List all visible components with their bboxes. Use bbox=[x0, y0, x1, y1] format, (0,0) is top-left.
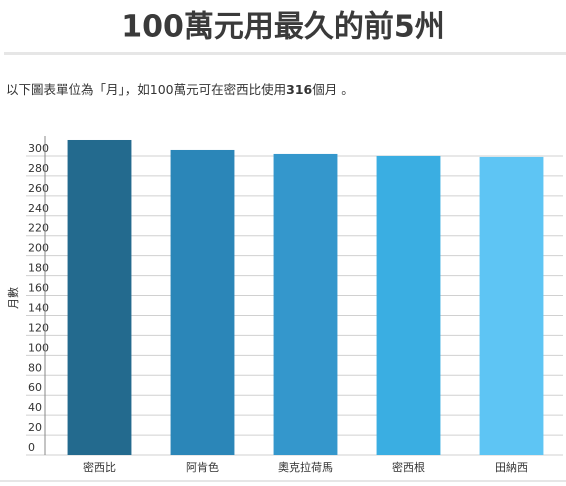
title-rule bbox=[4, 52, 566, 55]
y-tick-label: 100 bbox=[28, 341, 49, 354]
x-tick-label: 阿肯色 bbox=[186, 460, 219, 474]
x-tick-label: 密西比 bbox=[83, 460, 116, 474]
y-tick-label: 200 bbox=[28, 242, 49, 255]
y-tick-label: 40 bbox=[28, 401, 42, 414]
x-tick-label: 密西根 bbox=[392, 460, 425, 474]
x-tick-label: 田納西 bbox=[495, 461, 528, 474]
y-tick-label: 220 bbox=[28, 222, 49, 235]
chart-title: 100萬元用最久的前5州 bbox=[121, 10, 445, 45]
bar bbox=[376, 155, 441, 455]
bar bbox=[479, 156, 544, 455]
y-tick-label: 300 bbox=[28, 142, 49, 155]
y-tick-label: 160 bbox=[28, 282, 49, 295]
y-tick-label: 260 bbox=[28, 182, 49, 195]
y-tick-label: 60 bbox=[28, 381, 42, 394]
bar bbox=[170, 149, 235, 456]
y-tick-label: 80 bbox=[28, 361, 42, 374]
subtitle-part: 以下圖表單位為「月」，如100萬元可在密西比使用 bbox=[6, 82, 286, 97]
y-axis-label: 月數 bbox=[7, 287, 20, 309]
subtitle-part: 個月 。 bbox=[312, 82, 353, 97]
y-tick-label: 180 bbox=[28, 262, 49, 275]
subtitle-part: 316 bbox=[286, 82, 312, 97]
y-tick-label: 140 bbox=[28, 301, 49, 314]
y-tick-label: 120 bbox=[28, 321, 49, 334]
y-tick-label: 240 bbox=[28, 202, 49, 215]
y-tick-label: 0 bbox=[28, 441, 35, 454]
y-tick-label: 280 bbox=[28, 162, 49, 175]
bar bbox=[67, 139, 132, 456]
y-tick-label: 20 bbox=[28, 421, 42, 434]
x-tick-label: 奧克拉荷馬 bbox=[278, 460, 333, 474]
subtitle: 以下圖表單位為「月」，如100萬元可在密西比使用316個月 。 bbox=[6, 82, 354, 97]
bar bbox=[273, 153, 338, 455]
